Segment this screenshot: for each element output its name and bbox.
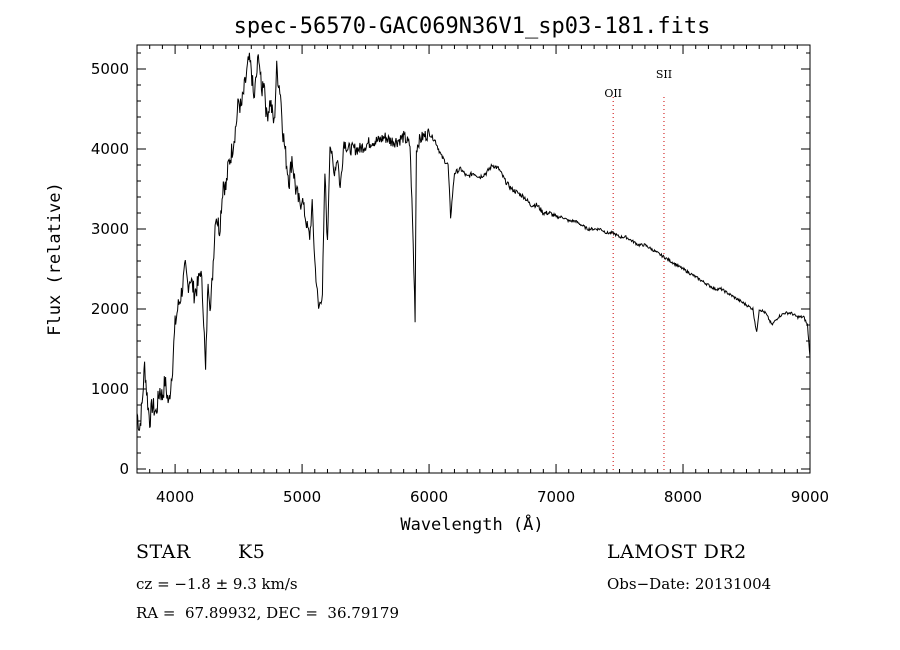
y-tick-labels: 0 1000 2000 3000 4000 5000 — [91, 60, 129, 478]
marker-label-oii: OII — [604, 87, 622, 100]
y-tick-label: 5000 — [91, 60, 129, 78]
y-tick-label: 4000 — [91, 140, 129, 158]
marker-label-sii: SII — [656, 68, 672, 81]
spectrum-line — [136, 52, 811, 431]
survey-name: LAMOST DR2 — [607, 541, 747, 563]
x-tick-label: 7000 — [537, 488, 575, 506]
y-axis-label: Flux (relative) — [45, 182, 65, 336]
x-axis-label: Wavelength (Å) — [400, 513, 543, 535]
y-tick-label: 1000 — [91, 380, 129, 398]
x-tick-label: 6000 — [410, 488, 448, 506]
observation-date: Obs−Date: 20131004 — [607, 575, 772, 593]
spectral-subclass: K5 — [238, 541, 266, 563]
x-tick-label: 8000 — [664, 488, 702, 506]
x-tick-label: 4000 — [156, 488, 194, 506]
axis-ticks — [136, 45, 811, 473]
x-tick-label: 9000 — [791, 488, 829, 506]
y-tick-label: 0 — [119, 460, 129, 478]
marker-lines: OII SII — [604, 68, 672, 473]
y-tick-label: 2000 — [91, 300, 129, 318]
x-tick-labels: 4000 5000 6000 7000 8000 9000 — [156, 488, 829, 506]
object-type: STAR — [136, 541, 191, 563]
plot-frame — [136, 44, 811, 474]
y-tick-label: 3000 — [91, 220, 129, 238]
coordinates: RA = 67.89932, DEC = 36.79179 — [136, 604, 400, 622]
chart-title: spec-56570-GAC069N36V1_sp03-181.fits — [234, 14, 711, 39]
redshift-cz: cz = −1.8 ± 9.3 km/s — [136, 575, 298, 593]
x-tick-label: 5000 — [283, 488, 321, 506]
